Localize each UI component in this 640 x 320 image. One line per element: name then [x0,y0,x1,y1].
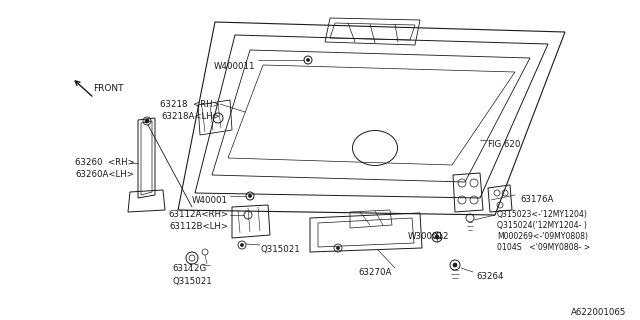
Circle shape [241,244,243,246]
Circle shape [145,119,149,123]
Circle shape [307,59,310,61]
Text: M000269<-'09MY0808): M000269<-'09MY0808) [497,232,588,241]
Text: Q315023<-'12MY1204): Q315023<-'12MY1204) [497,210,588,219]
Text: FRONT: FRONT [93,84,124,93]
Text: 63176A: 63176A [520,195,554,204]
Circle shape [453,263,457,267]
Text: 63260  <RH>: 63260 <RH> [75,158,135,167]
Text: Q315021: Q315021 [260,245,300,254]
Text: Q315021: Q315021 [172,277,212,286]
Text: FIG.620: FIG.620 [487,140,520,149]
Text: 63112A<RH>: 63112A<RH> [168,210,228,219]
Text: Q315024('12MY1204- ): Q315024('12MY1204- ) [497,221,587,230]
Circle shape [337,246,339,250]
Text: 63270A: 63270A [358,268,392,277]
Text: A622001065: A622001065 [571,308,626,317]
Text: W400011: W400011 [214,62,255,71]
Text: W40001: W40001 [192,196,228,205]
Circle shape [248,195,252,197]
Text: 63264: 63264 [476,272,504,281]
Circle shape [435,235,439,239]
Text: W300012: W300012 [408,232,449,241]
Text: 63260A<LH>: 63260A<LH> [75,170,134,179]
Text: 63112B<LH>: 63112B<LH> [169,222,228,231]
Text: 63218A<LH>: 63218A<LH> [161,112,220,121]
Text: 63218  <RH>: 63218 <RH> [160,100,220,109]
Text: 0104S   <'09MY0808- >: 0104S <'09MY0808- > [497,243,590,252]
Text: 63112G: 63112G [172,264,206,273]
